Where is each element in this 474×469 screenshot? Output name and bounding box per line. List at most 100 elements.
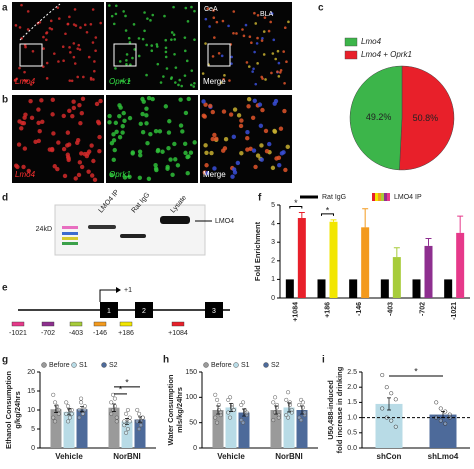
cell	[98, 98, 103, 104]
cell	[259, 143, 264, 148]
data-point	[228, 415, 233, 420]
cell	[221, 19, 225, 23]
y-tick-label: 1.0	[347, 414, 357, 421]
panel-letter: h	[163, 355, 169, 366]
micrograph	[200, 2, 292, 90]
y-tick-label: 3	[271, 239, 275, 246]
data-point	[125, 426, 130, 432]
cell	[177, 83, 180, 87]
cell	[144, 106, 149, 111]
cell	[90, 173, 95, 178]
legend-label: LMO4 IP	[394, 194, 422, 201]
cell	[61, 113, 66, 119]
cell	[65, 154, 71, 160]
cell	[78, 48, 82, 51]
cell	[87, 55, 91, 59]
cell	[21, 164, 26, 170]
cell	[230, 62, 233, 65]
cell	[53, 52, 56, 55]
error-bar	[425, 237, 432, 246]
cell	[73, 62, 77, 65]
legend-swatch	[203, 362, 209, 368]
cell	[113, 120, 119, 126]
cell	[109, 141, 115, 146]
exon-label: 1	[107, 308, 111, 315]
cell	[72, 23, 76, 26]
cell	[160, 149, 165, 154]
cell	[263, 128, 269, 134]
cell	[283, 81, 286, 85]
cell	[230, 55, 233, 59]
legend-label: S1	[241, 362, 250, 369]
cell	[246, 96, 252, 102]
y-tick-label: 0	[31, 445, 35, 452]
cell	[120, 79, 124, 83]
cell	[255, 42, 259, 45]
legend-label: S2	[271, 362, 280, 369]
ladder-band	[62, 232, 78, 235]
bar	[283, 407, 295, 448]
sig-label: *	[414, 366, 418, 376]
data-point	[271, 418, 276, 423]
cell	[235, 32, 238, 35]
cell	[19, 126, 24, 131]
cell	[67, 108, 72, 114]
cell	[210, 136, 215, 142]
cell	[172, 33, 176, 37]
cell	[170, 172, 175, 177]
cell	[133, 48, 136, 51]
cell	[47, 147, 52, 152]
cell	[180, 129, 185, 134]
cell	[230, 174, 235, 179]
cell	[80, 96, 86, 101]
cell	[201, 99, 206, 104]
y-tick-label: 2.5	[347, 369, 357, 376]
cell	[36, 107, 41, 112]
cell	[87, 149, 92, 154]
cell	[253, 164, 258, 170]
cell	[188, 150, 194, 155]
cell	[97, 148, 102, 154]
cell	[86, 169, 91, 174]
cell	[141, 37, 145, 41]
cell	[137, 149, 143, 154]
data-point	[77, 415, 82, 420]
cell	[153, 166, 159, 171]
cell	[112, 22, 116, 26]
cell	[26, 10, 30, 13]
error-bar	[287, 402, 291, 413]
cell	[153, 162, 158, 168]
cell	[256, 13, 260, 17]
cell	[64, 32, 67, 36]
cell	[118, 60, 122, 63]
cell	[92, 78, 95, 81]
cell	[42, 35, 45, 39]
cell	[235, 160, 241, 166]
data-point	[226, 397, 231, 402]
cell	[42, 47, 45, 50]
error-bar	[54, 405, 58, 414]
cell	[69, 51, 72, 54]
error-bar	[229, 403, 233, 412]
cell	[94, 49, 97, 53]
bar	[297, 218, 306, 298]
cell	[77, 103, 82, 108]
site-marker	[119, 321, 133, 327]
legend-swatch	[233, 362, 239, 368]
cell	[254, 22, 258, 25]
cell	[272, 101, 277, 106]
cell	[163, 104, 169, 109]
cell	[159, 81, 163, 84]
cell	[99, 21, 102, 25]
cell	[68, 79, 72, 82]
bar	[412, 279, 421, 298]
x-tick-label: -1021	[451, 302, 458, 320]
cell	[145, 73, 148, 77]
cell	[36, 120, 41, 126]
legend-swatch	[71, 362, 77, 368]
cell	[277, 61, 281, 65]
cell	[279, 69, 283, 72]
cell	[155, 45, 159, 48]
data-point	[114, 419, 119, 424]
cell	[222, 77, 225, 81]
